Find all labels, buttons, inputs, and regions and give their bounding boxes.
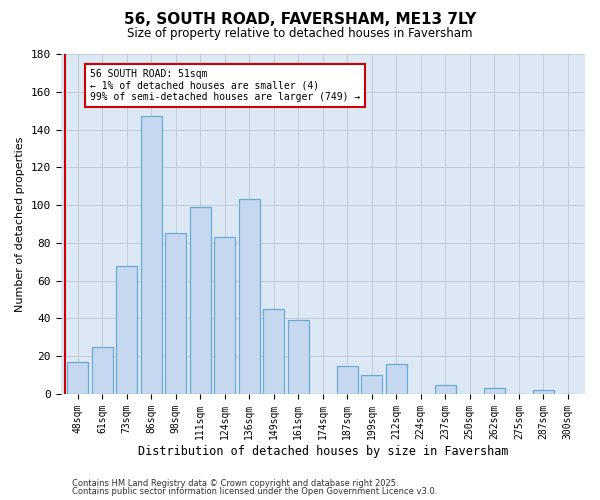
Bar: [288, 320, 308, 394]
Bar: [92, 347, 113, 394]
Bar: [337, 366, 358, 394]
Text: 56 SOUTH ROAD: 51sqm
← 1% of detached houses are smaller (4)
99% of semi-detache: 56 SOUTH ROAD: 51sqm ← 1% of detached ho…: [90, 69, 360, 102]
Bar: [435, 384, 456, 394]
Bar: [484, 388, 505, 394]
Text: Contains public sector information licensed under the Open Government Licence v3: Contains public sector information licen…: [72, 487, 437, 496]
Bar: [533, 390, 554, 394]
Text: 56, SOUTH ROAD, FAVERSHAM, ME13 7LY: 56, SOUTH ROAD, FAVERSHAM, ME13 7LY: [124, 12, 476, 28]
Bar: [263, 309, 284, 394]
Bar: [239, 200, 260, 394]
Bar: [361, 375, 382, 394]
Y-axis label: Number of detached properties: Number of detached properties: [15, 136, 25, 312]
Bar: [190, 207, 211, 394]
Bar: [67, 362, 88, 394]
Bar: [386, 364, 407, 394]
Text: Size of property relative to detached houses in Faversham: Size of property relative to detached ho…: [127, 28, 473, 40]
Bar: [214, 237, 235, 394]
Text: Contains HM Land Registry data © Crown copyright and database right 2025.: Contains HM Land Registry data © Crown c…: [72, 478, 398, 488]
X-axis label: Distribution of detached houses by size in Faversham: Distribution of detached houses by size …: [137, 444, 508, 458]
Bar: [141, 116, 161, 394]
Bar: [116, 266, 137, 394]
Bar: [165, 234, 186, 394]
